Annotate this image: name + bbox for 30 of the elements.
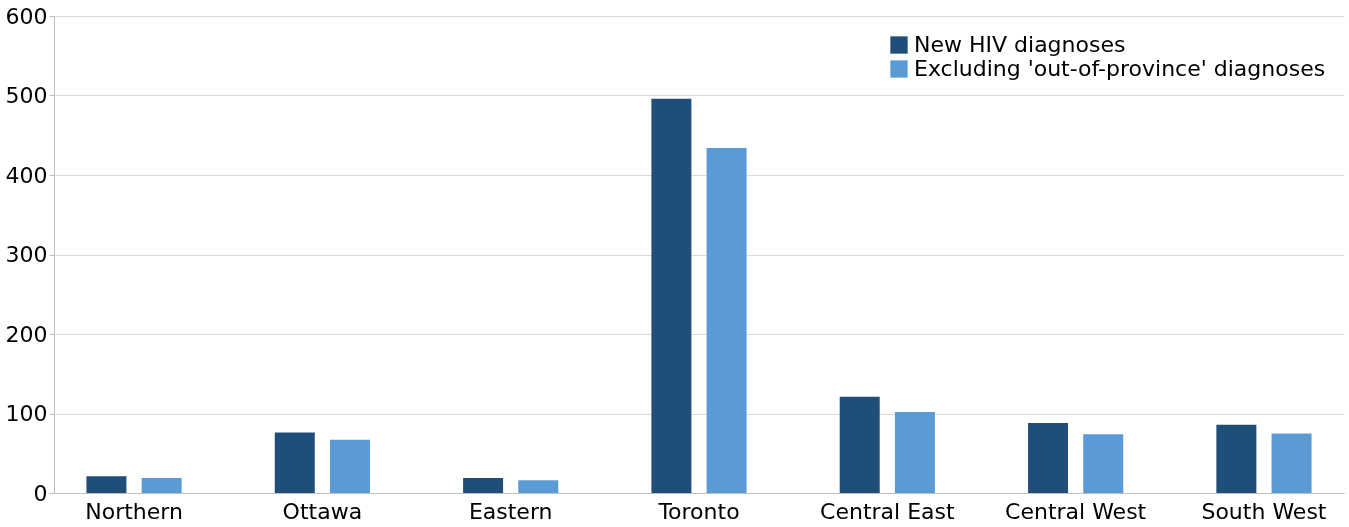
x-tick-label: Central East xyxy=(820,498,955,524)
bar xyxy=(1028,423,1069,493)
x-tick-label: Ottawa xyxy=(282,498,363,524)
bar xyxy=(463,477,504,493)
y-tick-label: 100 xyxy=(5,401,48,426)
x-tick-label: Northern xyxy=(85,498,183,524)
bar xyxy=(518,480,559,493)
bar xyxy=(86,476,127,493)
bar xyxy=(894,411,935,493)
legend-label: New HIV diagnoses xyxy=(914,32,1126,57)
bar xyxy=(274,432,315,493)
x-tick-label: Central West xyxy=(1005,498,1147,524)
y-tick-label: 0 xyxy=(33,480,48,506)
bar xyxy=(651,98,692,493)
bar xyxy=(839,396,880,493)
y-tick-label: 400 xyxy=(5,162,48,188)
bar xyxy=(141,477,182,493)
bar xyxy=(706,147,747,493)
y-tick-label: 300 xyxy=(5,242,48,267)
bar xyxy=(1271,433,1312,493)
x-tick-label: Eastern xyxy=(468,498,553,524)
y-tick-label: 500 xyxy=(5,83,48,108)
x-tick-label: Toronto xyxy=(657,498,740,524)
y-tick-label: 200 xyxy=(5,321,48,347)
x-tick-label: South West xyxy=(1201,498,1327,524)
legend-label: Excluding 'out-of-province' diagnoses xyxy=(914,56,1326,81)
y-tick-label: 600 xyxy=(5,3,48,29)
bar xyxy=(329,439,370,493)
bar xyxy=(1216,424,1257,493)
bar xyxy=(1083,434,1124,493)
